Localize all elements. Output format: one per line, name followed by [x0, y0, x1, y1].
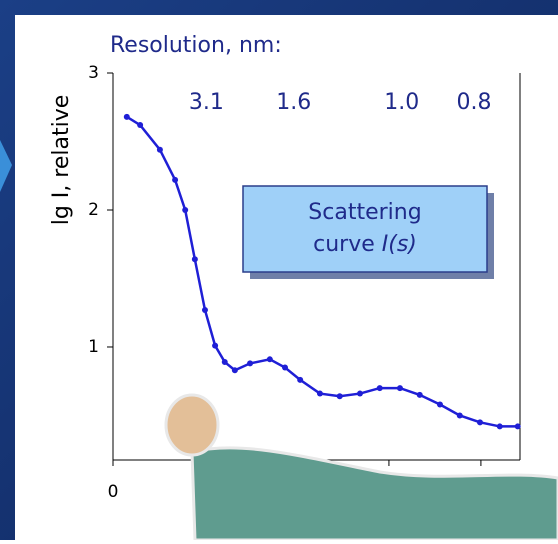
data-point	[457, 412, 463, 418]
y-tick-label: 2	[88, 200, 99, 220]
y-tick-label: 1	[88, 337, 99, 357]
data-point	[357, 391, 363, 397]
slide: Resolution, nm: lg I, relative 123024683…	[0, 0, 558, 540]
data-point	[477, 419, 483, 425]
data-point	[297, 377, 303, 383]
data-point	[437, 402, 443, 408]
data-point	[497, 423, 503, 429]
data-point	[232, 367, 238, 373]
annotation-text: curve I(s)	[313, 232, 417, 257]
data-point	[192, 256, 198, 262]
hand	[166, 395, 218, 455]
data-point	[202, 307, 208, 313]
data-point	[157, 147, 163, 153]
x-tick-label: 0	[108, 482, 119, 502]
y-tick-label: 3	[88, 63, 99, 83]
annotation-text: Scattering	[308, 200, 421, 225]
x2-tick-label: 3.1	[189, 90, 224, 115]
x2-tick-label: 1.0	[384, 90, 419, 115]
annotation-box	[243, 186, 487, 272]
chart-title: Resolution, nm:	[110, 33, 282, 58]
data-point	[417, 392, 423, 398]
annotation-text: curve	[313, 232, 375, 257]
data-point	[397, 385, 403, 391]
data-point	[212, 343, 218, 349]
annotation-text: I(s)	[382, 232, 417, 257]
data-point	[515, 423, 521, 429]
data-point	[282, 365, 288, 371]
data-point	[172, 177, 178, 183]
data-point	[247, 360, 253, 366]
x2-tick-label: 1.6	[276, 90, 311, 115]
data-point	[317, 391, 323, 397]
y-axis-label: lg I, relative	[49, 95, 74, 226]
data-point	[377, 385, 383, 391]
data-point	[222, 359, 228, 365]
data-point	[337, 393, 343, 399]
x2-tick-label: 0.8	[457, 90, 492, 115]
data-point	[124, 114, 130, 120]
data-point	[137, 122, 143, 128]
data-point	[267, 356, 273, 362]
data-point	[182, 207, 188, 213]
